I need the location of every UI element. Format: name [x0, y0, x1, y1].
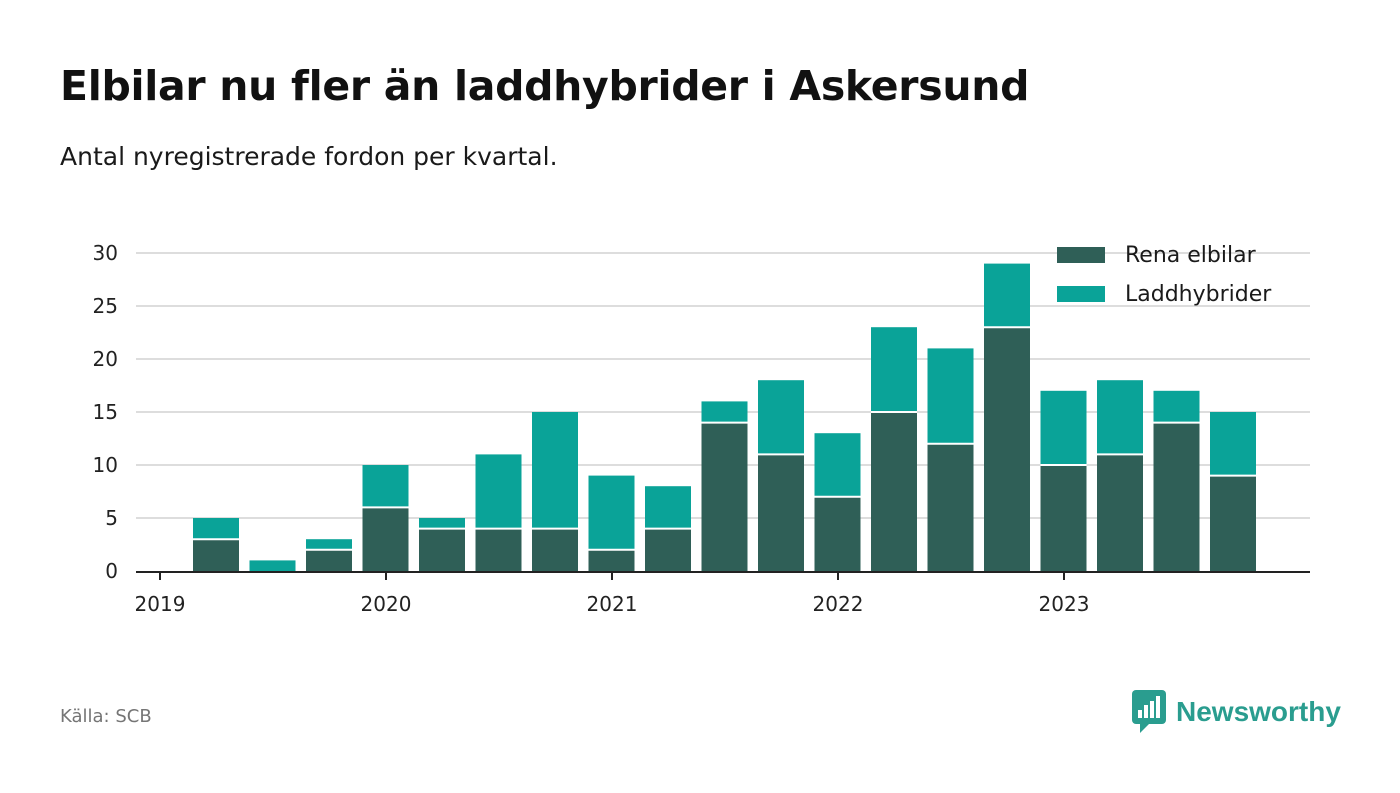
legend-swatch — [1057, 247, 1105, 263]
bar-laddhybrider — [1210, 412, 1256, 476]
bar-rena-elbilar — [588, 549, 635, 571]
legend: Rena elbilar Laddhybrider — [1057, 243, 1272, 307]
bar-rena-elbilar — [984, 327, 1030, 571]
bar-rena-elbilar — [1097, 454, 1143, 571]
bar-laddhybrider — [1153, 390, 1200, 423]
y-tick-label: 0 — [105, 559, 118, 583]
bar-laddhybrider — [1040, 390, 1087, 465]
bar-laddhybrider — [249, 560, 296, 571]
y-tick-label: 15 — [93, 400, 118, 424]
bar-rena-elbilar — [362, 507, 409, 571]
x-tick-label: 2022 — [813, 592, 864, 616]
legend-swatch — [1057, 286, 1105, 302]
bar-laddhybrider — [419, 518, 465, 529]
bar-laddhybrider — [814, 433, 861, 497]
bar-laddhybrider — [701, 401, 748, 423]
source-note: Källa: SCB — [60, 706, 152, 727]
newsworthy-logo-icon — [1132, 690, 1166, 733]
bar-laddhybrider — [588, 475, 635, 550]
bar-laddhybrider — [1097, 380, 1143, 455]
chart-title: Elbilar nu fler än laddhybrider i Askers… — [60, 62, 1030, 110]
bar-laddhybrider — [645, 486, 691, 529]
brand-logo: Newsworthy — [1132, 690, 1341, 734]
bar-laddhybrider — [193, 518, 239, 540]
bar-rena-elbilar — [1210, 475, 1256, 571]
x-axis: 2019 2020 2021 2022 2023 — [135, 571, 1310, 616]
bar-laddhybrider — [758, 380, 804, 455]
x-tick-label: 2020 — [361, 592, 412, 616]
bar-laddhybrider — [306, 539, 352, 550]
bar-laddhybrider — [984, 263, 1030, 328]
y-tick-label: 5 — [105, 506, 118, 530]
bar-rena-elbilar — [193, 539, 239, 571]
bar-rena-elbilar — [1040, 465, 1087, 571]
bar-laddhybrider — [362, 465, 409, 508]
bars — [193, 263, 1256, 571]
bar-laddhybrider — [927, 348, 974, 444]
bar-rena-elbilar — [306, 549, 352, 571]
chart-subtitle: Antal nyregistrerade fordon per kvartal. — [60, 142, 558, 171]
bar-laddhybrider — [871, 327, 917, 412]
bar-rena-elbilar — [814, 496, 861, 571]
bar-rena-elbilar — [871, 412, 917, 571]
x-tick-label: 2021 — [587, 592, 638, 616]
bar-rena-elbilar — [1153, 422, 1200, 571]
y-axis-ticks: 0 5 10 15 20 25 30 — [93, 241, 118, 583]
bar-rena-elbilar — [532, 528, 578, 571]
x-tick-label: 2019 — [135, 592, 186, 616]
bar-rena-elbilar — [475, 528, 522, 571]
bar-rena-elbilar — [927, 443, 974, 571]
y-tick-label: 10 — [93, 453, 118, 477]
y-tick-label: 25 — [93, 294, 118, 318]
bar-rena-elbilar — [758, 454, 804, 571]
bar-rena-elbilar — [419, 528, 465, 571]
bar-rena-elbilar — [701, 422, 748, 571]
bar-laddhybrider — [532, 412, 578, 529]
bar-rena-elbilar — [645, 528, 691, 571]
brand-name: Newsworthy — [1176, 696, 1341, 727]
y-tick-label: 20 — [93, 347, 118, 371]
y-tick-label: 30 — [93, 241, 118, 265]
legend-label: Laddhybrider — [1125, 282, 1272, 307]
x-tick-label: 2023 — [1039, 592, 1090, 616]
bar-laddhybrider — [475, 454, 522, 529]
legend-label: Rena elbilar — [1125, 243, 1257, 268]
